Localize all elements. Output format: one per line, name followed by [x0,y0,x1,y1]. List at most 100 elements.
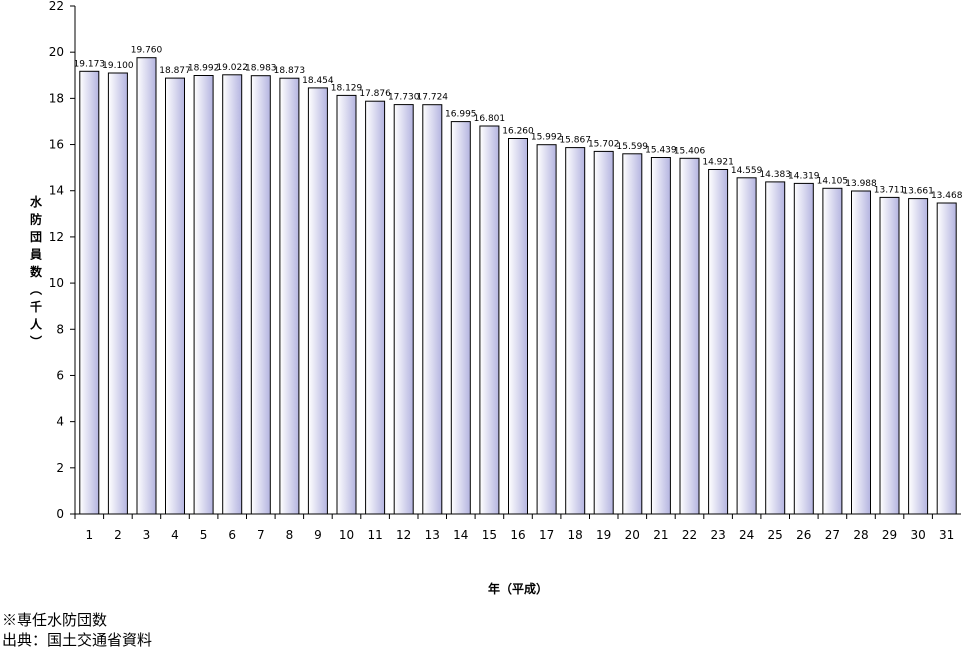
x-tick-label: 9 [314,528,322,542]
bar [193,75,214,515]
x-tick-label: 10 [339,528,354,542]
y-axis-title: 水防団員数︵千人︶ [29,194,43,349]
x-tick-label: 21 [653,528,668,542]
x-tick-label: 26 [796,528,811,542]
x-tick-label: 22 [682,528,697,542]
bar [422,104,443,515]
x-tick-label: 1 [85,528,93,542]
bars [79,57,957,515]
y-tick-label: 2 [56,461,64,475]
x-tick-label: 6 [228,528,236,542]
bar [79,70,100,515]
x-tick-label: 7 [257,528,265,542]
x-tick-label: 13 [425,528,440,542]
data-label: 13.661 [902,187,934,197]
bar [593,150,614,515]
x-tick-labels: 1 2 3 4 5 6 7 8 9 10 11 12 13 14 15 16 17 18 19 20 21 22 23 24 2… [85,528,954,542]
note-line-1: ※専任水防団数 [2,611,108,629]
bar [450,121,471,515]
bar [393,104,414,515]
y-tick-label: 16 [49,138,64,152]
bar [279,77,300,515]
bar [822,187,843,515]
bar [165,77,185,515]
data-label: 19.760 [131,46,163,56]
x-tick-label: 16 [510,528,525,542]
data-label: 13.988 [845,179,877,189]
y-tick-label: 22 [49,0,64,13]
bar [307,87,328,515]
data-label: 16.260 [502,127,534,137]
x-axis-title: 年（平成） [488,581,548,596]
axis-titles: 年（平成） 水防団員数︵千人︶ [29,194,548,596]
data-label: 14.319 [788,171,820,181]
bar [851,190,871,515]
x-tick-label: 5 [200,528,208,542]
x-tick-label: 31 [939,528,954,542]
data-label: 15.439 [645,146,677,156]
data-label: 13.468 [931,191,963,201]
x-tick-label: 19 [596,528,611,542]
data-label: 16.801 [474,114,506,124]
x-tick-label: 20 [625,528,640,542]
y-tick-label: 6 [56,368,64,382]
data-label: 17.724 [417,93,449,103]
x-tick-label: 15 [482,528,497,542]
bar [936,202,957,515]
x-tick-label: 2 [114,528,122,542]
bar [879,196,900,515]
bar [650,157,671,515]
y-tick-label: 12 [49,230,64,244]
data-label: 18.983 [245,64,277,74]
data-label: 19.100 [102,61,134,71]
data-label: 19.173 [74,59,106,69]
bar [222,74,243,515]
bar [908,198,929,515]
x-tick-label: 24 [739,528,754,542]
x-tick-label: 17 [539,528,554,542]
data-label: 17.730 [388,93,420,103]
bar [536,144,557,515]
bar [336,94,357,515]
bar [565,147,586,515]
x-tick-label: 29 [882,528,897,542]
data-label: 18.877 [159,66,191,76]
x-tick-label: 18 [568,528,583,542]
x-tick-label: 4 [171,528,179,542]
y-tick-labels: 0 2 4 6 8 10 12 14 16 18 20 22 [49,0,64,521]
data-label: 14.921 [702,158,734,168]
data-label: 18.992 [188,64,220,74]
x-tick-label: 14 [453,528,468,542]
data-label: 15.599 [617,142,649,152]
x-tick-label: 28 [853,528,868,542]
data-label: 16.995 [445,110,477,120]
y-tick-label: 10 [49,276,64,290]
data-label: 18.129 [331,83,363,93]
data-label: 14.383 [759,170,791,180]
data-label: 18.873 [274,66,306,76]
bar [679,157,700,515]
x-tick-label: 30 [910,528,925,542]
x-tick-label: 8 [286,528,294,542]
data-label: 13.711 [874,185,906,195]
data-label: 18.454 [302,76,334,86]
data-label: 14.559 [731,166,763,176]
y-tick-label: 4 [56,415,64,429]
bar [107,72,128,515]
bar [736,177,757,515]
x-tick-label: 11 [367,528,382,542]
bar [793,182,814,515]
bar [250,75,271,515]
y-tick-label: 18 [49,91,64,105]
bar [479,125,500,515]
bar [622,153,643,515]
y-tick-label: 0 [56,507,64,521]
data-label: 14.105 [817,176,849,186]
x-tick-label: 27 [825,528,840,542]
y-tick-label: 14 [49,184,64,198]
data-label: 15.406 [674,146,706,156]
x-tick-label: 25 [768,528,783,542]
y-tick-label: 8 [56,322,64,336]
